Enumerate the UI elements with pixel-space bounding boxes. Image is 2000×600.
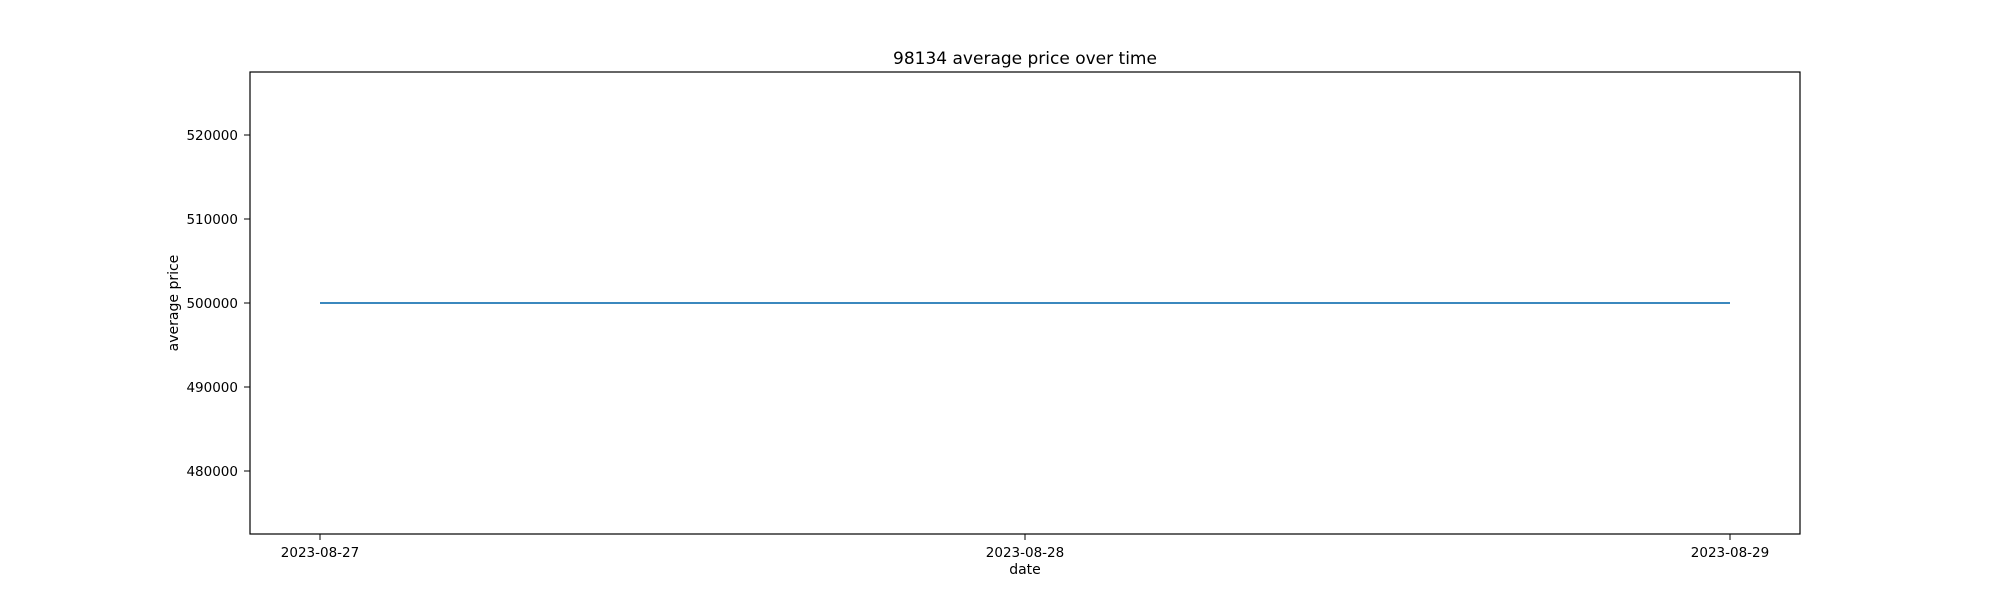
x-axis-ticks: 2023-08-27 2023-08-28 2023-08-29 (281, 534, 1769, 561)
x-tick-label: 2023-08-27 (281, 545, 359, 561)
y-tick-label: 500000 (186, 296, 238, 312)
y-tick-label: 510000 (186, 212, 238, 228)
x-axis-label: date (1009, 562, 1041, 578)
y-axis-label: average price (166, 255, 182, 352)
x-tick-label: 2023-08-29 (1691, 545, 1769, 561)
y-tick-label: 480000 (186, 464, 238, 480)
x-tick-label: 2023-08-28 (986, 545, 1064, 561)
y-tick-label: 520000 (186, 128, 238, 144)
y-tick-label: 490000 (186, 380, 238, 396)
y-axis-ticks: 480000 490000 500000 510000 520000 (186, 128, 250, 480)
chart-title: 98134 average price over time (893, 49, 1157, 69)
